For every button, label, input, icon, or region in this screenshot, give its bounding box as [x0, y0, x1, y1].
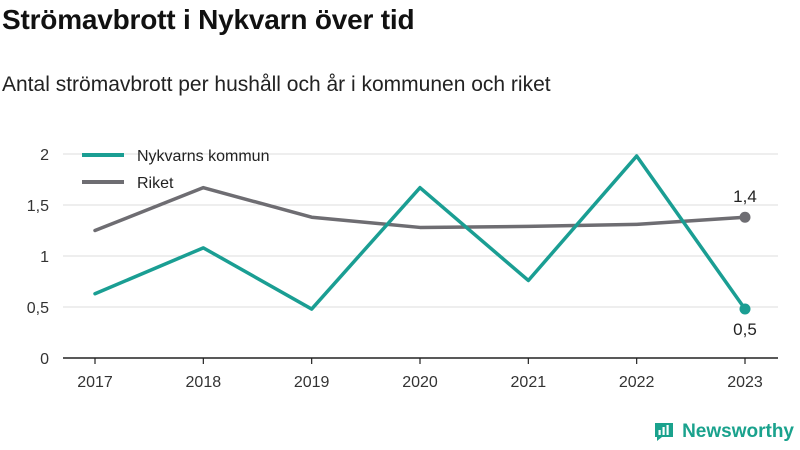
x-tick-label: 2023 — [727, 374, 763, 391]
brand-logo: Newsworthy — [652, 420, 794, 444]
y-tick-label: 1,5 — [27, 198, 49, 215]
series-line — [93, 185, 747, 233]
x-tick-label: 2022 — [619, 374, 655, 391]
y-tick-label: 0 — [40, 351, 49, 368]
brand-name: Newsworthy — [682, 421, 794, 442]
end-value-label: 0,5 — [733, 320, 757, 339]
y-tick-label: 0,5 — [27, 300, 49, 317]
x-tick-label: 2020 — [402, 374, 438, 391]
newsworthy-icon — [655, 423, 674, 441]
series-line — [93, 154, 747, 311]
chart-subtitle: Antal strömavbrott per hushåll och år i … — [2, 73, 551, 96]
chart-title: Strömavbrott i Nykvarn över tid — [2, 4, 415, 35]
end-value-label: 1,4 — [733, 187, 757, 206]
y-tick-label: 2 — [40, 147, 49, 164]
x-tick-label: 2021 — [511, 374, 547, 391]
x-tick-label: 2018 — [186, 374, 222, 391]
legend-label: Nykvarns kommun — [137, 148, 269, 165]
x-tick-label: 2019 — [294, 374, 330, 391]
end-point-marker — [739, 211, 751, 223]
x-tick-label: 2017 — [77, 374, 113, 391]
y-tick-label: 1 — [40, 249, 49, 266]
end-point-marker — [739, 303, 751, 315]
legend-label: Riket — [137, 175, 174, 192]
